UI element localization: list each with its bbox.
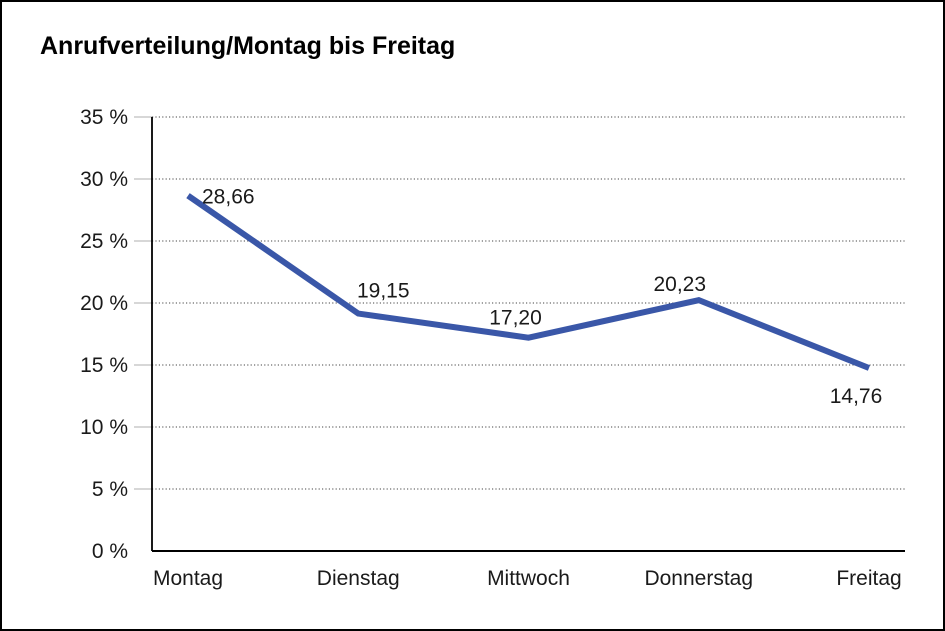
x-axis-label: Mittwoch <box>487 567 570 590</box>
data-line <box>186 193 871 371</box>
data-label: 14,76 <box>830 385 883 408</box>
x-axis-label: Dienstag <box>317 567 400 590</box>
x-axis-label: Donnerstag <box>644 567 753 590</box>
chart-title: Anrufverteilung/Montag bis Freitag <box>40 32 456 60</box>
data-label: 19,15 <box>357 280 410 303</box>
y-axis-label: 15 % <box>80 354 128 377</box>
data-label: 28,66 <box>202 186 255 209</box>
data-label: 17,20 <box>489 307 542 330</box>
y-axis-label: 5 % <box>92 478 128 501</box>
y-axis-label: 35 % <box>80 106 128 129</box>
x-axis-label: Freitag <box>836 567 901 590</box>
data-label: 20,23 <box>653 273 706 296</box>
y-axis-label: 25 % <box>80 230 128 253</box>
y-axis-label: 30 % <box>80 168 128 191</box>
y-axis-label: 0 % <box>92 540 128 563</box>
y-axis-label: 10 % <box>80 416 128 439</box>
y-axis-label: 20 % <box>80 292 128 315</box>
x-axis-label: Montag <box>153 567 223 590</box>
